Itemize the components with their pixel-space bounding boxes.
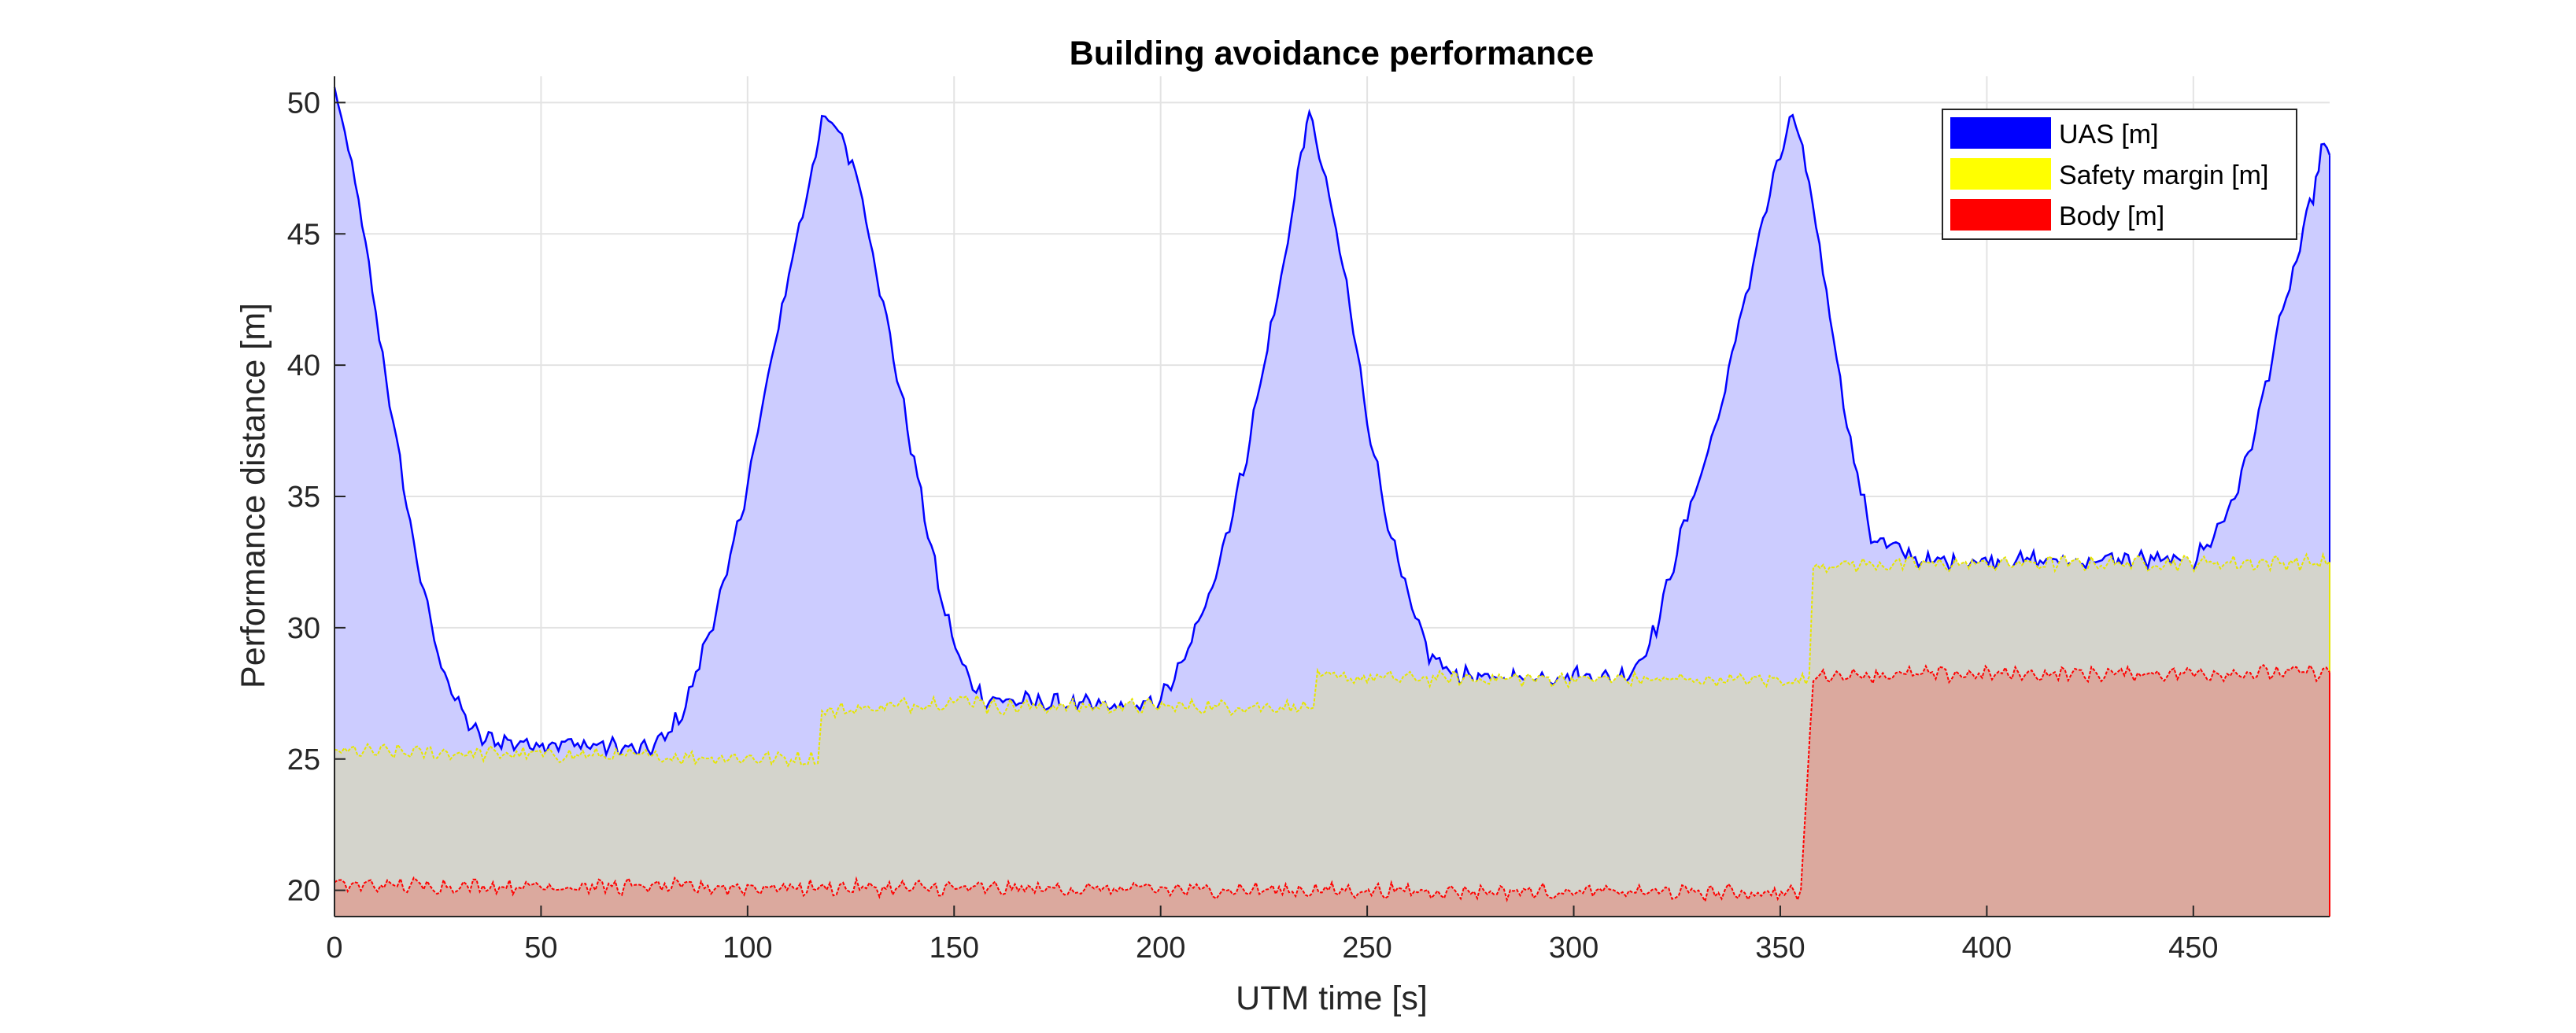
x-tick-label: 450 (2168, 932, 2218, 965)
legend-swatch-safety-margin (1950, 158, 2051, 190)
y-tick-label: 50 (287, 87, 320, 120)
y-tick-label: 30 (287, 612, 320, 645)
series-line-body (334, 663, 2330, 904)
y-tick-label: 25 (287, 743, 320, 777)
x-tick-label: 400 (1962, 932, 2012, 965)
y-tick-label: 40 (287, 349, 320, 382)
chart-title: Building avoidance performance (1070, 35, 1595, 72)
x-tick-label: 100 (723, 932, 772, 965)
series-line-safety-margin (334, 552, 2330, 768)
legend-swatch-body (1950, 199, 2051, 231)
x-tick-label: 0 (326, 932, 342, 965)
y-tick-label: 45 (287, 218, 320, 251)
x-tick-label: 350 (1755, 932, 1805, 965)
legend-label-body: Body [m] (2059, 201, 2164, 231)
y-tick-label: 20 (287, 875, 320, 908)
legend-label-uas: UAS [m] (2059, 120, 2159, 149)
y-tick-label: 35 (287, 481, 320, 514)
x-tick-label: 150 (930, 932, 979, 965)
series-layer (333, 87, 2331, 917)
tick-labels: 0 50 100 150 200 250 300 350 400 450 20 25 30 35 40 45 5… (287, 87, 2219, 965)
x-tick-label: 200 (1136, 932, 1185, 965)
area-body (334, 665, 2330, 917)
x-tick-label: 50 (524, 932, 557, 965)
x-tick-label: 250 (1342, 932, 1391, 965)
legend-label-safety-margin: Safety margin [m] (2059, 160, 2268, 190)
axes (334, 76, 2330, 917)
x-axis-label: UTM time [s] (1236, 980, 1428, 1017)
y-axis-label: Performance distance [m] (235, 303, 272, 688)
x-tick-label: 300 (1549, 932, 1598, 965)
legend-swatch-uas (1950, 117, 2051, 149)
legend: UAS [m] Safety margin [m] Body [m] (1942, 109, 2297, 240)
